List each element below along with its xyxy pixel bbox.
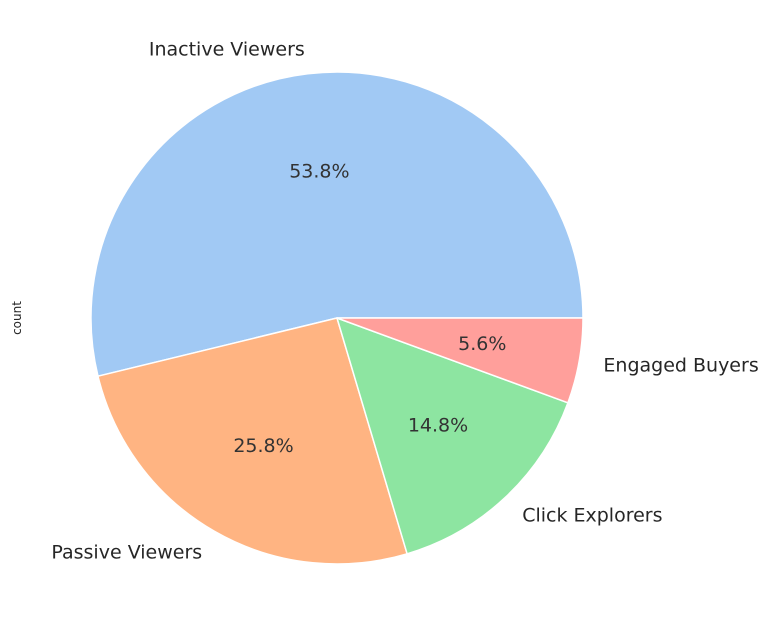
y-axis-label: count: [10, 301, 24, 335]
percent-label-inactive-viewers: 53.8%: [289, 161, 349, 183]
slices-group: [90, 71, 584, 565]
labels-group: Inactive Viewers 53.8% Passive Viewers 25.8…: [51, 38, 758, 563]
slice-label-engaged-buyers: Engaged Buyers: [603, 354, 758, 376]
pie-slice-inactive-viewers: [90, 71, 584, 377]
pie-slice-passive-viewers: [97, 317, 408, 565]
percent-label-engaged-buyers: 5.6%: [458, 333, 506, 355]
pie-slice-engaged-buyers: [336, 317, 584, 404]
slice-label-inactive-viewers: Inactive Viewers: [149, 38, 305, 60]
percent-label-passive-viewers: 25.8%: [233, 435, 293, 457]
percent-label-click-explorers: 14.8%: [408, 415, 468, 437]
slice-label-passive-viewers: Passive Viewers: [51, 542, 202, 564]
pie-slice-click-explorers: [336, 317, 569, 555]
slice-label-click-explorers: Click Explorers: [522, 504, 662, 526]
